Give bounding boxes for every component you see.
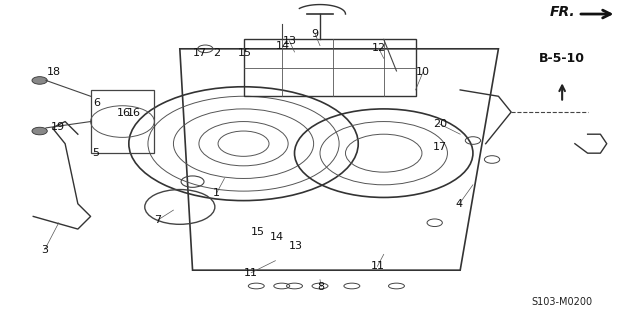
Text: 13: 13 (289, 241, 303, 251)
Text: 12: 12 (372, 43, 386, 53)
Text: 3: 3 (41, 245, 48, 255)
Text: 6: 6 (93, 98, 100, 108)
Circle shape (32, 127, 47, 135)
Text: 16: 16 (116, 108, 131, 118)
Text: 2: 2 (213, 48, 220, 58)
Text: S103-M0200: S103-M0200 (532, 297, 593, 307)
Text: FR.: FR. (549, 5, 575, 19)
Text: 16: 16 (127, 108, 141, 118)
Text: 8: 8 (317, 282, 325, 292)
Text: 15: 15 (238, 48, 252, 58)
Text: 4: 4 (455, 199, 463, 209)
Text: 14: 14 (269, 232, 284, 242)
Text: 11: 11 (371, 261, 385, 271)
Text: 5: 5 (92, 148, 99, 158)
Text: 19: 19 (51, 122, 65, 132)
Text: 17: 17 (433, 143, 447, 152)
Text: 10: 10 (416, 67, 430, 77)
Text: 20: 20 (433, 119, 447, 129)
Text: 14: 14 (276, 41, 290, 51)
Text: 9: 9 (311, 29, 319, 39)
Text: 18: 18 (47, 67, 61, 77)
Text: B-5-10: B-5-10 (539, 52, 585, 65)
Circle shape (32, 77, 47, 84)
Text: 15: 15 (250, 226, 264, 237)
Text: 11: 11 (244, 268, 258, 278)
Text: 1: 1 (213, 188, 220, 198)
Text: 13: 13 (282, 36, 296, 46)
Text: 7: 7 (154, 215, 161, 225)
Text: 17: 17 (193, 48, 207, 58)
